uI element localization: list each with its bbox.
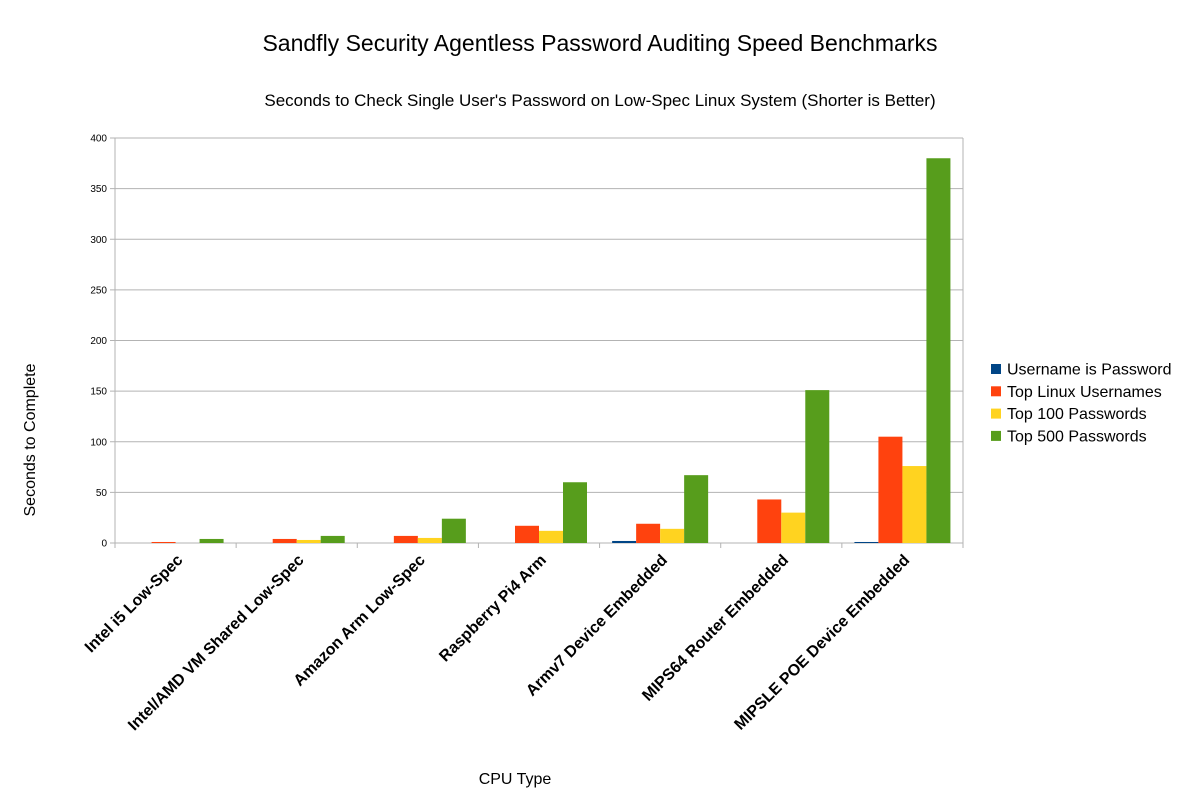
bar [636,523,661,543]
x-axis-title: CPU Type [479,771,552,788]
legend-swatch [991,386,1001,397]
bar [272,538,297,543]
bar [320,535,345,543]
y-tick-label: 300 [90,235,107,246]
y-tick-label: 250 [90,285,107,296]
legend-label: Top 100 Passwords [1007,406,1147,423]
chart-title: Sandfly Security Agentless Password Audi… [262,30,937,56]
legend-swatch [991,364,1001,374]
bar [296,539,321,543]
bar [781,512,806,543]
bar [684,475,709,543]
y-tick-label: 400 [90,134,107,145]
y-tick-label: 150 [90,387,107,398]
x-tick-label: Raspberry Pi4 Arm [436,552,549,665]
bar [878,436,903,543]
bar [563,482,587,543]
bar [417,537,442,543]
bar [926,158,951,543]
x-tick-label: Armv7 Device Embedded [523,552,671,700]
legend-label: Username is Password [1007,362,1172,379]
bar [539,530,563,543]
legend-label: Top 500 Passwords [1007,428,1147,445]
bar [515,525,539,543]
x-tick-label: Amazon Arm Low-Spec [291,552,429,690]
y-axis-title: Seconds to Complete [22,363,39,516]
x-tick-label: MIPS64 Router Embedded [639,552,792,705]
y-tick-label: 100 [90,437,107,448]
bar [854,541,879,543]
bar [199,538,224,543]
bar [612,540,637,543]
bar [757,499,782,543]
legend-swatch [991,430,1001,441]
y-tick-label: 0 [101,539,107,550]
x-tick-label: Intel i5 Low-Spec [82,552,187,657]
y-tick-label: 50 [96,488,108,499]
bar [660,528,685,543]
bar [805,390,830,543]
bar [902,466,927,543]
chart-subtitle: Seconds to Check Single User's Password … [264,91,935,110]
legend-label: Top Linux Usernames [1007,384,1162,401]
bar [441,518,466,543]
legend-swatch [991,408,1001,419]
y-tick-label: 200 [90,336,107,347]
bar [393,535,418,543]
y-tick-label: 350 [90,184,107,195]
bar [151,541,176,543]
